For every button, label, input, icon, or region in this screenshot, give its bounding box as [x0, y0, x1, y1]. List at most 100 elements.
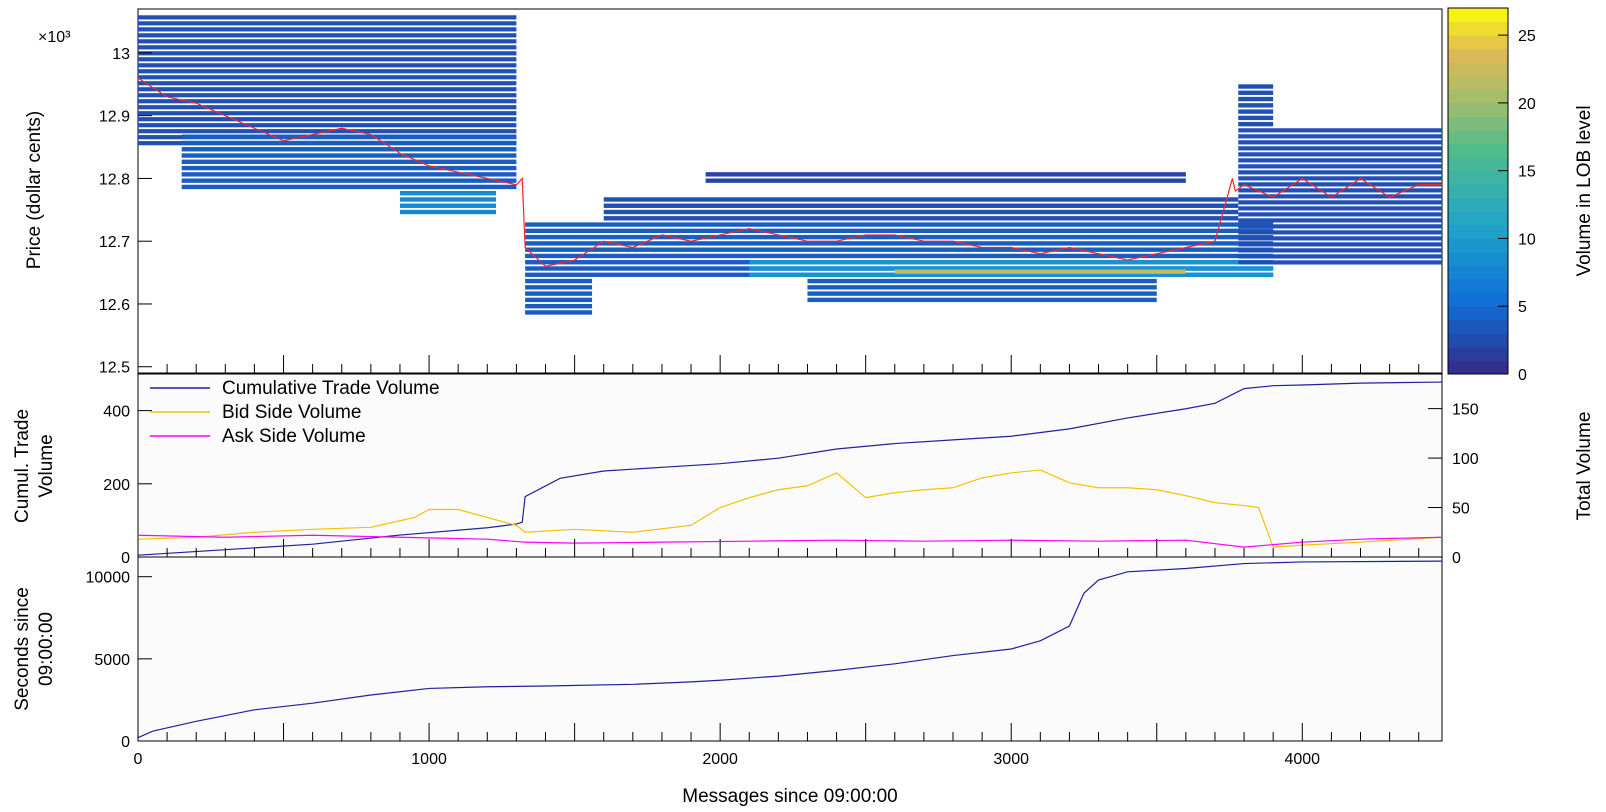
volume-plot-frame: [137, 373, 1443, 558]
price-y-ticks: 12.5 12.6 12.7 12.8 12.9 13: [99, 46, 152, 377]
heatmap-band-10: [1238, 152, 1442, 157]
time-y-label-line1: Seconds since: [12, 587, 33, 711]
heatmap-band-4: [525, 247, 1274, 252]
colorbar-cell-16: [1448, 143, 1508, 158]
colorbar-cell-6: [1448, 279, 1508, 294]
heatmap-band-0: [138, 87, 517, 92]
price-y-tick-label-5: 13: [112, 46, 130, 63]
colorbar-cell-20: [1448, 89, 1508, 104]
heatmap-band-6: [749, 260, 1274, 265]
colorbar-cell-12: [1448, 197, 1508, 212]
heatmap-band-1: [181, 165, 517, 171]
heatmap-band-10: [1238, 260, 1442, 265]
time-plot-frame: [137, 556, 1443, 742]
volume-y2-tick-label-3: 150: [1452, 402, 1479, 419]
volume-y-ticks: 0 200 400: [103, 404, 152, 567]
volume-y2-tick-label-2: 100: [1452, 451, 1479, 468]
legend: Cumulative Trade Volume Bid Side Volume …: [150, 378, 440, 447]
price-y-tick-label-4: 12.9: [99, 109, 130, 126]
heatmap-band-8: [807, 285, 1157, 290]
heatmap-band-11: [1238, 109, 1274, 114]
price-y-tick-label-2: 12.7: [99, 234, 130, 251]
colorbar-cell-19: [1448, 102, 1508, 117]
volume-series-2: [137, 534, 1443, 548]
price-y-tick-label-0: 12.5: [99, 360, 130, 377]
heatmap-band-10: [1238, 254, 1442, 259]
heatmap-band-1: [181, 172, 517, 177]
heatmap-band-1: [181, 178, 517, 183]
price-heatmap-panel: 12.5 12.6 12.7 12.8 12.9 13 ×10³ Price (dolla…: [24, 8, 1443, 377]
heatmap-band-0: [138, 111, 517, 116]
colorbar-tick-label-5: 25: [1518, 28, 1536, 45]
colorbar-cell-13: [1448, 184, 1508, 199]
volume-y2-tick-label-1: 50: [1452, 501, 1470, 518]
colorbar-tick-label-0: 0: [1518, 367, 1527, 384]
heatmap-band-0: [138, 81, 517, 86]
colorbar: 0 5 10 15 20 25 Volume in LOB level: [1447, 7, 1595, 384]
heatmap-band-8: [807, 297, 1157, 303]
heatmap-band-10: [1238, 230, 1442, 235]
colorbar-cell-23: [1448, 48, 1508, 63]
volume-series-0: [137, 381, 1443, 556]
heatmap-band-5: [603, 203, 1239, 208]
heatmap-band-0: [138, 123, 517, 128]
heatmap-band-1: [181, 184, 517, 190]
heatmap-band-4: [525, 228, 1274, 234]
colorbar-cell-18: [1448, 116, 1508, 131]
time-y-tick-label-1: 5000: [94, 652, 130, 669]
heatmap-band-4: [525, 234, 1274, 240]
volume-panel: 0 200 400 0 50 100 150 Cumul. Trade Volume To…: [12, 373, 1595, 567]
heatmap-band-10: [1238, 212, 1442, 217]
heatmap-band-0: [138, 15, 517, 20]
heatmap-band-1: [181, 134, 517, 139]
seconds-line: [137, 560, 1443, 739]
heatmap-band-10: [1238, 128, 1442, 133]
heatmap-band-10: [1238, 134, 1442, 139]
colorbar-cell-25: [1448, 21, 1508, 36]
price-y-tick-label-1: 12.6: [99, 297, 130, 314]
heatmap-band-0: [138, 99, 517, 104]
colorbar-label: Volume in LOB level: [1574, 105, 1595, 276]
heatmap-band-0: [138, 57, 517, 62]
heatmap-band-6: [749, 266, 1274, 271]
colorbar-cell-21: [1448, 75, 1508, 90]
colorbar-cell-1: [1448, 346, 1508, 361]
heatmap-band-0: [138, 39, 517, 44]
colorbar-cell-17: [1448, 130, 1508, 145]
volume-y-label-line1: Cumul. Trade: [12, 409, 33, 523]
heatmap-band-0: [138, 63, 517, 68]
colorbar-cell-10: [1448, 224, 1508, 239]
colorbar-cell-7: [1448, 265, 1508, 280]
colorbar-cell-26: [1448, 8, 1508, 23]
legend-label-bid: Bid Side Volume: [222, 402, 361, 423]
colorbar-cell-11: [1448, 211, 1508, 226]
heatmap-band-0: [138, 21, 517, 26]
heatmap-band-0: [138, 117, 517, 122]
heatmap-band-1: [181, 159, 517, 165]
colorbar-cell-3: [1448, 319, 1508, 334]
heatmap-band-11: [1238, 121, 1274, 127]
heatmap-band-3: [525, 278, 593, 284]
time-y-tick-label-2: 10000: [86, 570, 131, 587]
heatmap-band-4: [525, 241, 1274, 246]
mid-price-line: [137, 77, 1442, 267]
x-tick-label-2: 2000: [702, 751, 738, 768]
heatmap-bands: [138, 15, 1442, 315]
colorbar-cell-9: [1448, 238, 1508, 253]
colorbar-cells: [1448, 8, 1508, 375]
heatmap-band-2: [399, 191, 497, 196]
heatmap-band-5: [603, 197, 1239, 202]
heatmap-band-3: [525, 297, 593, 303]
heatmap-band-6: [749, 272, 1274, 277]
colorbar-frame: [1447, 7, 1509, 375]
heatmap-band-3: [525, 285, 593, 290]
heatmap-band-5: [603, 209, 1239, 215]
heatmap-band-10: [1238, 158, 1442, 163]
heatmap-band-11: [1238, 96, 1274, 102]
x-tick-label-1: 1000: [411, 751, 447, 768]
heatmap-band-10: [1238, 164, 1442, 169]
volume-series-1: [137, 469, 1443, 548]
colorbar-ticks: 0 5 10 15 20 25: [1498, 28, 1536, 384]
